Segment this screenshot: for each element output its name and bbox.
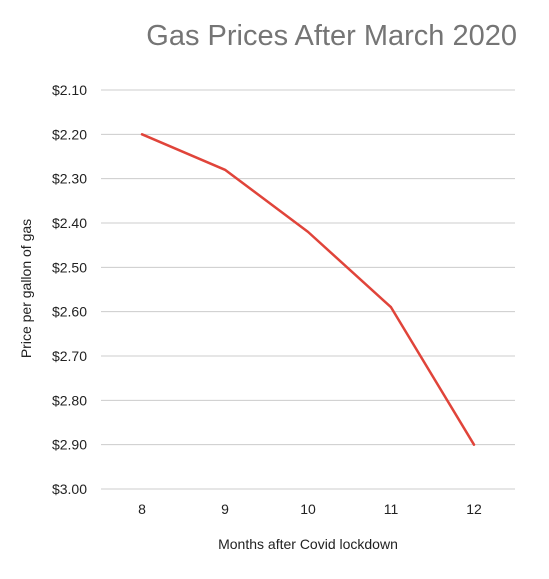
x-tick-labels: 8 9 10 11 12 bbox=[138, 501, 482, 517]
y-tick-label: $2.70 bbox=[52, 348, 87, 364]
y-tick-label: $2.90 bbox=[52, 437, 87, 453]
x-tick-label: 12 bbox=[466, 501, 482, 517]
y-tick-label: $2.50 bbox=[52, 259, 87, 275]
x-tick-label: 10 bbox=[300, 501, 316, 517]
gridlines bbox=[101, 89, 515, 490]
x-tick-label: 8 bbox=[138, 501, 146, 517]
y-tick-labels: $2.10 $2.20 $2.30 $2.40 $2.50 $2.60 $2.70 $2.80… bbox=[52, 82, 87, 497]
y-tick-label: $2.30 bbox=[52, 171, 87, 187]
y-tick-label: $2.20 bbox=[52, 126, 87, 142]
x-tick-label: 11 bbox=[384, 501, 399, 517]
y-tick-label: $2.80 bbox=[52, 392, 87, 408]
x-axis-title: Months after Covid lockdown bbox=[218, 536, 398, 552]
y-axis-title: Price per gallon of gas bbox=[18, 219, 34, 358]
x-tick-label: 9 bbox=[221, 501, 229, 517]
y-tick-label: $3.00 bbox=[52, 481, 87, 497]
series-lines bbox=[140, 133, 476, 446]
chart-title: Gas Prices After March 2020 bbox=[146, 20, 517, 52]
series-line bbox=[140, 133, 476, 446]
y-tick-label: $2.60 bbox=[52, 304, 87, 320]
y-tick-label: $2.40 bbox=[52, 215, 87, 231]
y-tick-label: $2.10 bbox=[52, 82, 87, 98]
